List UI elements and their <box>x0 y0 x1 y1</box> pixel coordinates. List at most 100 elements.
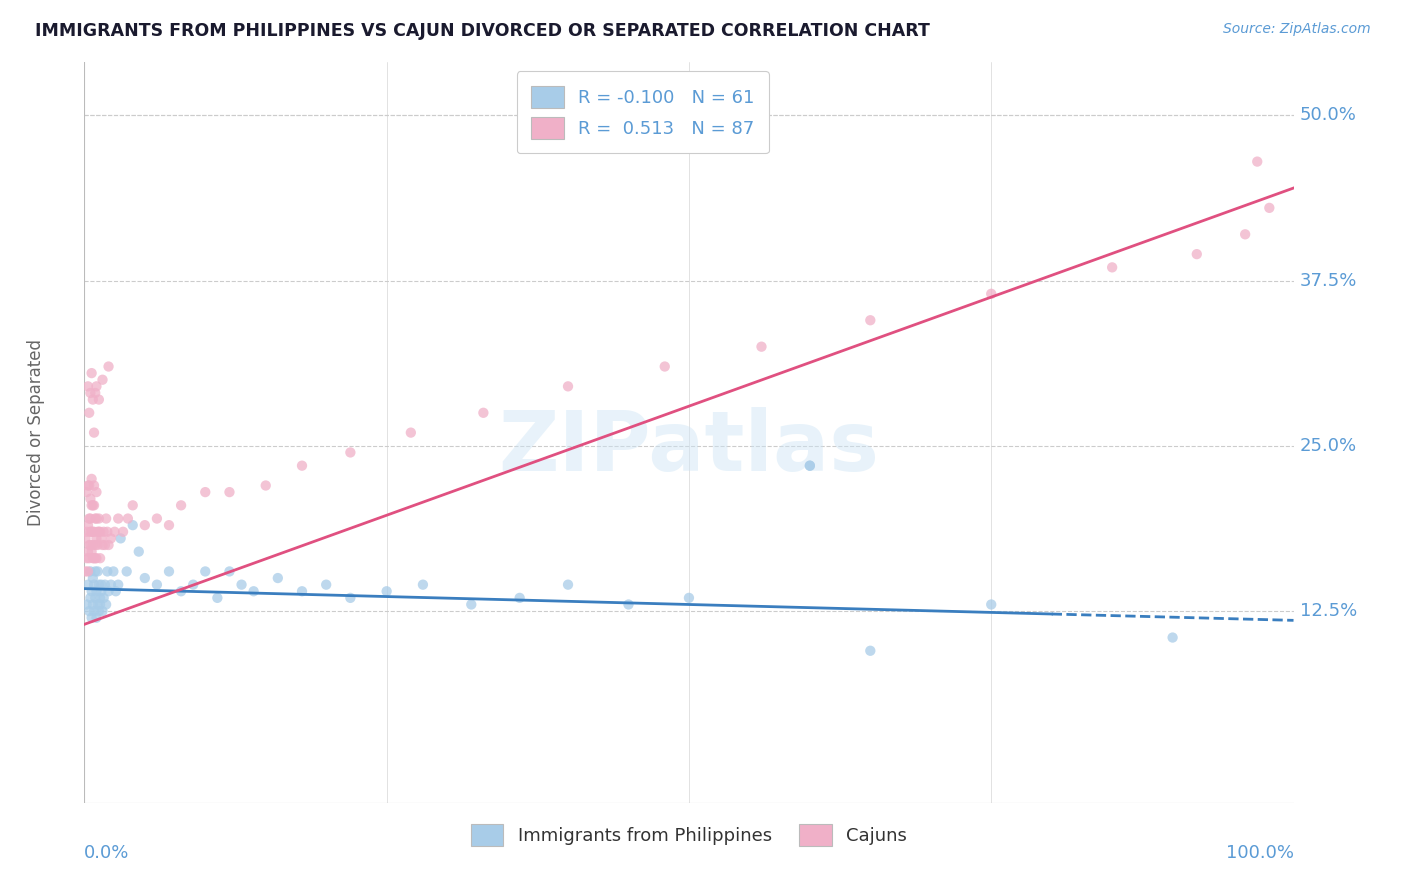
Point <box>339 591 361 605</box>
Point <box>94 598 117 612</box>
Point <box>76 485 98 500</box>
Point <box>80 544 103 558</box>
Point <box>157 518 180 533</box>
Point <box>87 577 110 591</box>
Point <box>557 379 579 393</box>
Point <box>980 286 1002 301</box>
Point <box>80 611 103 625</box>
Point <box>134 571 156 585</box>
Point <box>82 392 104 407</box>
Point <box>83 604 105 618</box>
Point <box>194 485 217 500</box>
Point <box>86 551 108 566</box>
Point <box>617 598 640 612</box>
Point <box>170 584 193 599</box>
Point <box>90 577 112 591</box>
Text: Divorced or Separated: Divorced or Separated <box>27 339 45 526</box>
Point <box>94 577 117 591</box>
Point <box>83 478 105 492</box>
Text: 37.5%: 37.5% <box>1299 271 1357 290</box>
Point <box>77 604 100 618</box>
Text: 25.0%: 25.0% <box>1299 437 1357 455</box>
Point <box>82 551 104 566</box>
Point <box>89 591 111 605</box>
Point <box>291 584 314 599</box>
Point <box>267 571 290 585</box>
Point <box>77 379 100 393</box>
Point <box>79 511 101 525</box>
Point <box>86 532 108 546</box>
Legend: Immigrants from Philippines, Cajuns: Immigrants from Philippines, Cajuns <box>464 816 914 853</box>
Point <box>121 499 143 513</box>
Text: Source: ZipAtlas.com: Source: ZipAtlas.com <box>1223 22 1371 37</box>
Point <box>86 611 108 625</box>
Point <box>91 538 114 552</box>
Point <box>86 538 108 552</box>
Point <box>93 524 115 539</box>
Point <box>128 544 150 558</box>
Point <box>339 445 361 459</box>
Text: 50.0%: 50.0% <box>1299 106 1357 124</box>
Point <box>291 458 314 473</box>
Text: 12.5%: 12.5% <box>1299 602 1357 620</box>
Point <box>146 577 169 591</box>
Point <box>83 551 105 566</box>
Point <box>859 644 882 658</box>
Point <box>1101 260 1123 275</box>
Point <box>83 425 105 440</box>
Point <box>77 544 100 558</box>
Point <box>146 511 169 525</box>
Point <box>1234 227 1257 242</box>
Point <box>86 565 108 579</box>
Point <box>84 538 107 552</box>
Point <box>218 565 240 579</box>
Point <box>399 425 422 440</box>
Point <box>460 598 482 612</box>
Point <box>80 499 103 513</box>
Point <box>77 478 100 492</box>
Point <box>75 532 97 546</box>
Point <box>89 524 111 539</box>
Point <box>86 485 108 500</box>
Point <box>509 591 531 605</box>
Point <box>207 591 229 605</box>
Point <box>80 472 103 486</box>
Point <box>412 577 434 591</box>
Point <box>84 551 107 566</box>
Point <box>79 565 101 579</box>
Point <box>107 577 129 591</box>
Point <box>97 538 120 552</box>
Point <box>194 565 217 579</box>
Point <box>82 598 104 612</box>
Point <box>82 538 104 552</box>
Point <box>254 478 277 492</box>
Point <box>79 591 101 605</box>
Point <box>100 577 122 591</box>
Text: 100.0%: 100.0% <box>1226 844 1294 862</box>
Point <box>859 313 882 327</box>
Point <box>678 591 700 605</box>
Point <box>91 373 114 387</box>
Point <box>89 551 111 566</box>
Point <box>77 511 100 525</box>
Point <box>77 577 100 591</box>
Point <box>117 511 139 525</box>
Point <box>218 485 240 500</box>
Point <box>80 524 103 539</box>
Point <box>79 524 101 539</box>
Point <box>77 565 100 579</box>
Point <box>76 524 98 539</box>
Point <box>100 532 122 546</box>
Point <box>170 499 193 513</box>
Point <box>94 538 117 552</box>
Point <box>799 458 821 473</box>
Point <box>1246 154 1268 169</box>
Point <box>84 386 107 401</box>
Point <box>89 598 111 612</box>
Point <box>79 491 101 506</box>
Point <box>181 577 204 591</box>
Point <box>103 565 125 579</box>
Point <box>97 359 120 374</box>
Point <box>75 565 97 579</box>
Point <box>980 598 1002 612</box>
